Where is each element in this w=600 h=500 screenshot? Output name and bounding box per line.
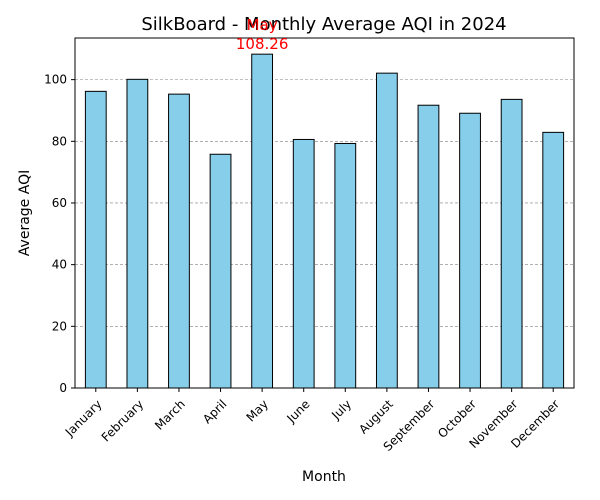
y-tick-label: 0 xyxy=(59,381,67,395)
x-axis-label: Month xyxy=(302,469,346,485)
bar-december xyxy=(543,132,564,388)
y-tick-label: 40 xyxy=(52,258,67,272)
bar-march xyxy=(169,94,190,388)
y-tick-label: 100 xyxy=(44,73,67,87)
bar-july xyxy=(335,143,356,388)
annotation-month: May xyxy=(247,16,278,34)
bar-april xyxy=(210,154,231,388)
chart-title: SilkBoard - Monthly Average AQI in 2024 xyxy=(141,14,506,35)
bar-october xyxy=(460,113,481,388)
y-tick-label: 60 xyxy=(52,196,67,210)
bar-august xyxy=(376,73,397,388)
y-tick-label: 80 xyxy=(52,134,67,148)
bar-june xyxy=(293,139,314,388)
bar-february xyxy=(127,79,148,388)
annotation-value: 108.26 xyxy=(236,35,289,53)
bar-january xyxy=(85,91,106,388)
bar-november xyxy=(501,99,522,388)
y-tick-label: 20 xyxy=(52,319,67,333)
y-axis-label: Average AQI xyxy=(17,170,33,256)
bar-september xyxy=(418,105,439,388)
bar-may xyxy=(252,54,273,388)
